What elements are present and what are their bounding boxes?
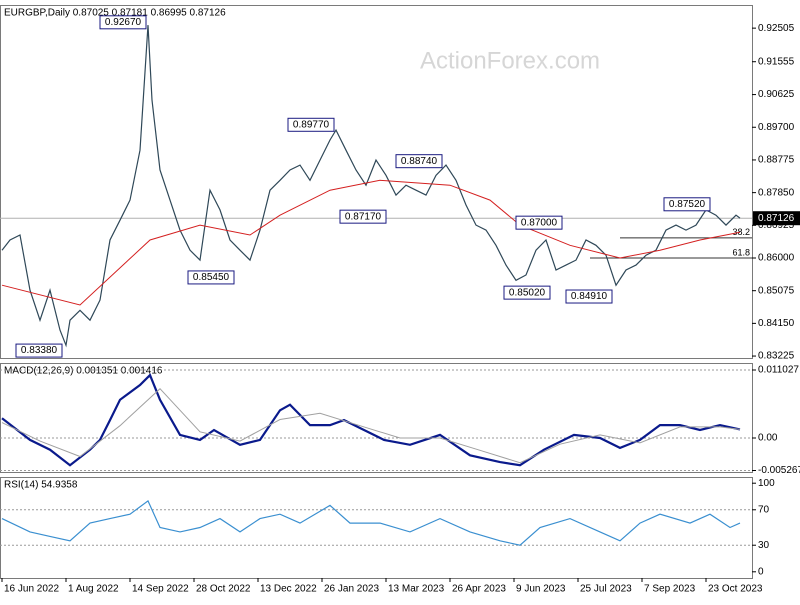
price-label: 0.85020 [509, 287, 546, 298]
y-tick-label: 0.011027 [758, 365, 799, 376]
x-tick-label: 26 Apr 2023 [452, 584, 506, 595]
price-label-box [15, 343, 63, 358]
x-tick-label: 13 Dec 2022 [260, 584, 317, 595]
x-tick-label: 23 Oct 2023 [708, 584, 763, 595]
y-tick-label: 0.91555 [758, 56, 795, 67]
price-label: 0.87000 [521, 217, 558, 228]
fib-label: 38.2 [732, 227, 750, 237]
x-tick-label: 25 Jul 2023 [580, 584, 632, 595]
price-label-box [515, 215, 563, 230]
price-label-box [395, 154, 443, 169]
panel-frame [0, 477, 753, 579]
y-tick-label: 0.86000 [758, 253, 795, 264]
watermark: ActionForex.com [420, 47, 600, 74]
x-tick-label: 1 Aug 2022 [68, 584, 119, 595]
y-tick-label: 0.87850 [758, 187, 795, 198]
price-label: 0.87170 [345, 211, 382, 222]
y-tick-label: 0.89700 [758, 122, 795, 133]
y-tick-label: 0.90625 [758, 89, 795, 100]
price-label: 0.92670 [105, 17, 142, 28]
y-tick-label: 100 [758, 478, 775, 489]
y-tick-label: 0.88775 [758, 155, 795, 166]
price-label-box [565, 289, 613, 304]
x-tick-label: 26 Jan 2023 [324, 584, 379, 595]
price-label: 0.85450 [193, 272, 230, 283]
x-tick-label: 7 Sep 2023 [644, 584, 696, 595]
last-price-label: 0.87126 [758, 213, 795, 224]
price-label-box [99, 15, 147, 30]
price-label: 0.87520 [669, 199, 706, 210]
last-price-box [753, 211, 800, 226]
y-tick-label: 0.84150 [758, 318, 795, 329]
x-tick-label: 16 Jun 2022 [4, 584, 59, 595]
panel-frame [0, 363, 753, 473]
y-tick-label: 0.92505 [758, 23, 795, 34]
y-tick-label: -0.005267 [758, 465, 800, 476]
y-tick-label: 30 [758, 540, 770, 551]
y-tick-label: 0 [758, 566, 764, 577]
series-line [1, 387, 741, 464]
series-line [1, 25, 741, 348]
price-label: 0.84910 [571, 291, 608, 302]
x-tick-label: 9 Jun 2023 [516, 584, 566, 595]
x-tick-label: 14 Sep 2022 [132, 584, 189, 595]
panel-title: EURGBP,Daily 0.87025 0.87181 0.86995 0.8… [4, 8, 226, 19]
price-label-box [663, 197, 711, 212]
price-label-box [503, 285, 551, 300]
x-tick-label: 13 Mar 2023 [388, 584, 445, 595]
fib-label: 61.8 [732, 247, 750, 257]
series-line [1, 499, 741, 546]
price-label: 0.88740 [401, 156, 438, 167]
price-label-box [187, 270, 235, 285]
price-label-box [339, 209, 387, 224]
price-label-box [287, 117, 335, 132]
price-label: 0.89770 [293, 119, 330, 130]
panel-title: MACD(12,26,9) 0.001351 0.001416 [4, 366, 163, 377]
y-tick-label: 0.85075 [758, 285, 795, 296]
panel-title: RSI(14) 54.9358 [4, 480, 78, 491]
price-label: 0.83380 [21, 345, 58, 356]
x-tick-label: 28 Oct 2022 [196, 584, 251, 595]
series-line [1, 373, 741, 467]
panel-frame [0, 5, 753, 359]
y-tick-label: 0.86925 [758, 220, 795, 231]
y-tick-label: 0.83225 [758, 351, 795, 362]
y-tick-label: 70 [758, 504, 770, 515]
y-tick-label: 0.00 [758, 433, 778, 444]
series-line [1, 179, 741, 306]
